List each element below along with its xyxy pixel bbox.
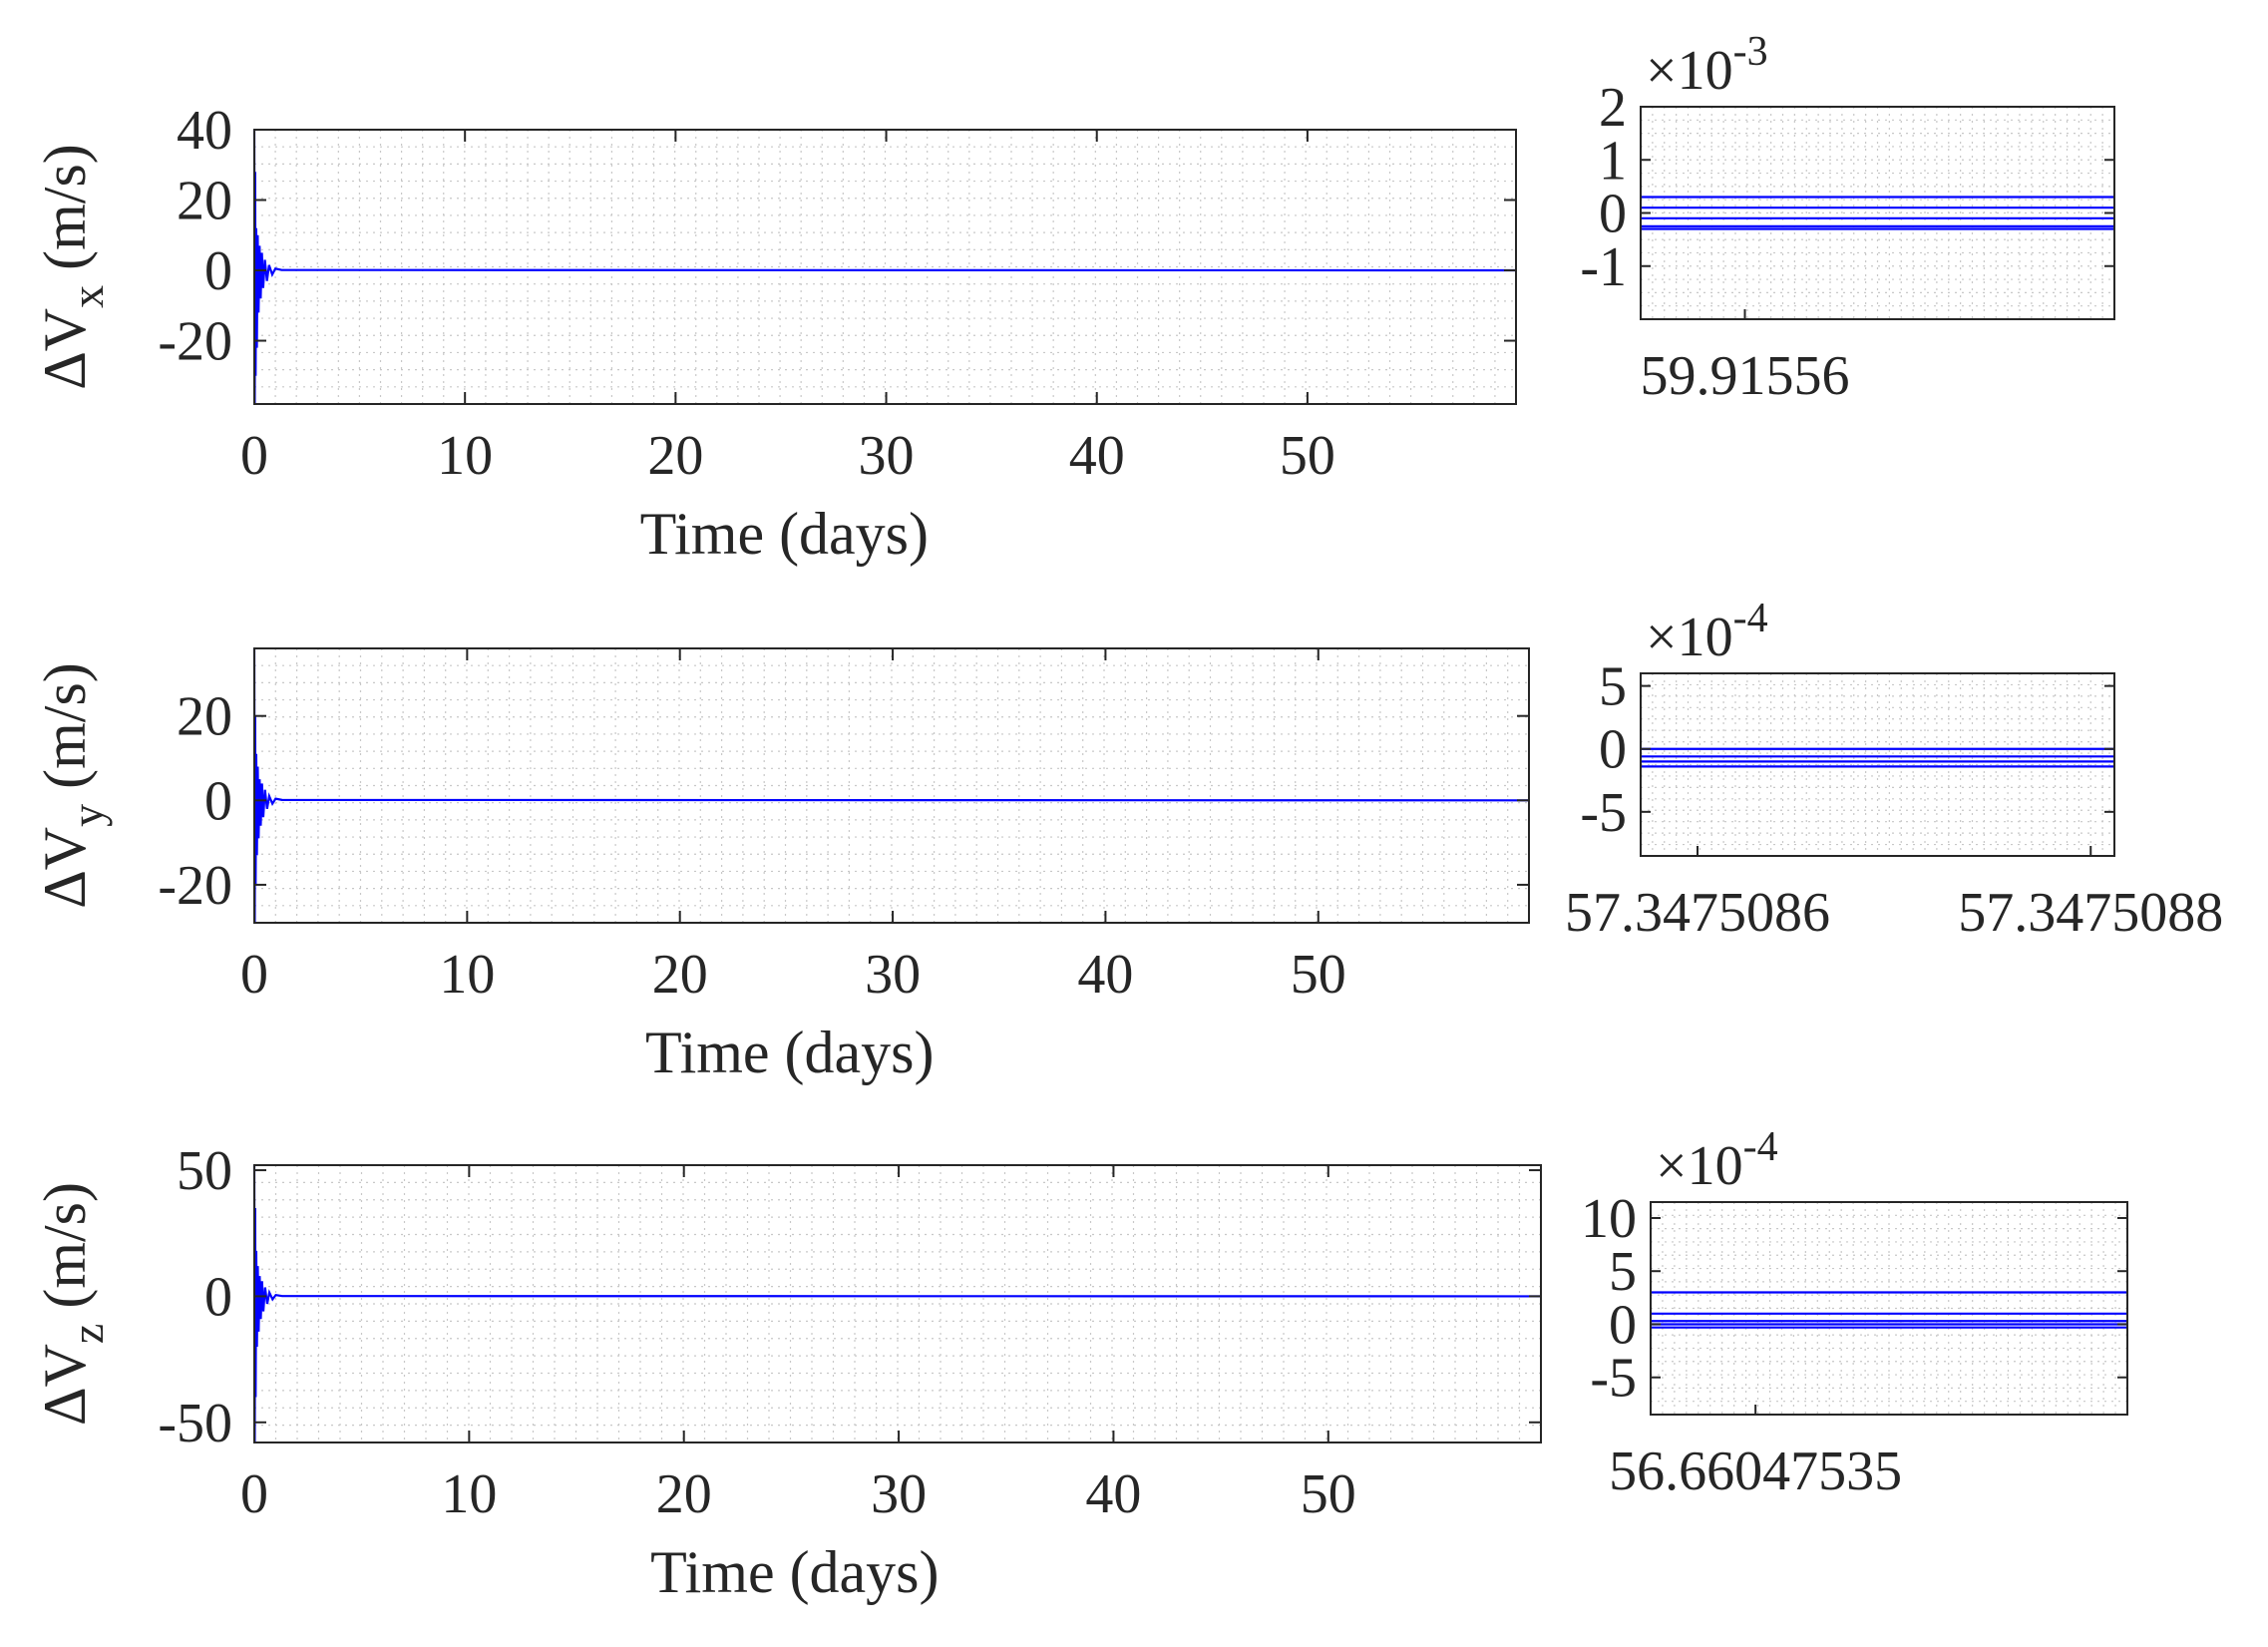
x-tick-label: 50 [1301, 1463, 1356, 1525]
minor-grid [1641, 107, 2114, 319]
x-tick-label: 0 [240, 1463, 268, 1525]
x-tick-label: 50 [1280, 425, 1335, 487]
y-tick-label: 0 [204, 240, 232, 302]
series-line [252, 129, 1517, 405]
y-tick-label: 20 [177, 686, 232, 748]
axes-frame [253, 129, 1517, 405]
y-tick-label: 20 [177, 171, 232, 232]
y-tick-label: -5 [1580, 782, 1627, 844]
x-tick-label: 57.3475088 [1958, 882, 2223, 944]
minor-grid [1651, 1202, 2127, 1415]
y-tick-label: 0 [1599, 719, 1627, 781]
minor-grid [254, 130, 1516, 404]
y-tick-label: 50 [177, 1140, 232, 1202]
y-tick-label: 1 [1599, 130, 1627, 192]
x-tick-label: 20 [656, 1463, 712, 1525]
y-axis-label: ΔVz (m/s) [32, 1182, 113, 1426]
x-tick-label: 40 [1085, 1463, 1141, 1525]
y-tick-label: 5 [1609, 1241, 1637, 1303]
x-tick-label: 0 [240, 944, 268, 1006]
y-tick-label: 0 [204, 770, 232, 832]
y-axis-label: ΔVx (m/s) [32, 144, 113, 390]
axis-exponent-label: ×10-3 [1646, 29, 1768, 102]
y-tick-label: 10 [1581, 1188, 1637, 1250]
x-tick-label: 10 [437, 425, 493, 487]
x-tick-label: 56.66047535 [1609, 1441, 1902, 1502]
y-tick-label: -1 [1580, 236, 1627, 298]
axes-frame [253, 1164, 1542, 1443]
y-tick-label: -5 [1590, 1348, 1637, 1410]
x-tick-label: 20 [647, 425, 703, 487]
x-tick-label: 59.91556 [1641, 345, 1850, 407]
x-axis-label: Time (days) [650, 1539, 939, 1605]
panel-inset-y: -505 57.3475086 57.3475088 ×10-4 [1565, 596, 2223, 944]
x-tick-label: 57.3475086 [1565, 882, 1830, 944]
minor-grid [254, 1165, 1541, 1442]
x-axis-label: Time (days) [640, 501, 929, 567]
y-tick-label: 0 [1609, 1294, 1637, 1356]
x-tick-label: 40 [1069, 425, 1125, 487]
y-tick-label: 0 [1599, 184, 1627, 245]
axes-frame [1650, 1201, 2128, 1416]
x-tick-label: 30 [859, 425, 915, 487]
y-tick-label: -20 [158, 311, 232, 373]
x-tick-label: 30 [865, 944, 921, 1006]
x-tick-label: 30 [871, 1463, 927, 1525]
x-tick-label: 0 [240, 425, 268, 487]
axes-frame [253, 647, 1530, 924]
y-tick-label: -50 [158, 1393, 232, 1454]
y-tick-label: 2 [1599, 77, 1627, 139]
series-line [252, 1164, 1542, 1443]
y-tick-label: 40 [177, 100, 232, 162]
y-tick-label: 5 [1599, 656, 1627, 718]
axis-exponent-label: ×10-4 [1646, 596, 1768, 668]
x-tick-label: 20 [652, 944, 708, 1006]
y-tick-label: -20 [158, 855, 232, 917]
x-axis-label: Time (days) [645, 1020, 934, 1085]
x-tick-label: 10 [439, 944, 495, 1006]
y-axis-label: ΔVy (m/s) [32, 662, 113, 909]
minor-grid [254, 648, 1529, 923]
axis-exponent-label: ×10-4 [1656, 1124, 1778, 1197]
axes-frame [1640, 672, 2115, 857]
x-tick-label: 10 [441, 1463, 497, 1525]
x-tick-label: 40 [1077, 944, 1133, 1006]
minor-grid [1641, 673, 2114, 856]
x-tick-label: 50 [1291, 944, 1346, 1006]
y-tick-label: 0 [204, 1266, 232, 1328]
